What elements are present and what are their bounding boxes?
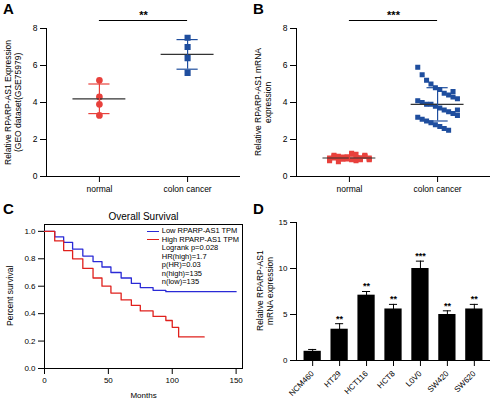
html-text:HR(high)=1.7: HR(high)=1.7 [161, 251, 207, 261]
svg-text:Months: Months [130, 391, 156, 400]
svg-text:0: 0 [283, 356, 288, 365]
html-text:B: B [253, 0, 264, 17]
svg-text:0.6: 0.6 [24, 282, 36, 291]
svg-text:0: 0 [283, 171, 288, 181]
svg-text:4: 4 [283, 97, 288, 107]
svg-text:0.4: 0.4 [24, 309, 36, 318]
svg-text:**: ** [139, 9, 148, 21]
svg-text:NCM460: NCM460 [287, 369, 316, 398]
svg-text:150: 150 [229, 376, 243, 385]
svg-text:HCT116: HCT116 [343, 369, 370, 396]
svg-text:***: *** [387, 9, 401, 21]
svg-text:5: 5 [283, 310, 288, 319]
html-text:Relative RPARP-AS1 mRNA expres: Relative RPARP-AS1 mRNA expression [255, 250, 275, 332]
svg-text:***: *** [415, 251, 426, 261]
svg-text:100: 100 [166, 376, 180, 385]
svg-text:8: 8 [283, 23, 288, 33]
svg-text:8: 8 [33, 23, 38, 33]
svg-text:normal: normal [336, 184, 362, 194]
svg-text:**: ** [444, 301, 452, 311]
svg-text:0: 0 [42, 376, 47, 385]
svg-text:colon cancer: colon cancer [413, 184, 461, 194]
svg-text:2: 2 [33, 134, 38, 144]
html-text:p(HR)=0.03: p(HR)=0.03 [161, 260, 201, 269]
svg-text:0.8: 0.8 [24, 254, 36, 263]
svg-text:Overall Survival: Overall Survival [108, 211, 178, 222]
html-text:Relative RPARP-AS1 Expression: Relative RPARP-AS1 Expression (GEO datas… [3, 39, 23, 165]
svg-text:4: 4 [33, 97, 38, 107]
svg-text:**: ** [390, 294, 398, 304]
svg-text:1.0: 1.0 [24, 227, 36, 236]
svg-text:2: 2 [283, 134, 288, 144]
svg-text:SW620: SW620 [453, 369, 478, 394]
html-text:Relative RPARP-AS1 mRNA expres: Relative RPARP-AS1 mRNA expression [253, 48, 273, 156]
html-text:n(high)=135: n(high)=135 [161, 268, 202, 278]
svg-text:HT29: HT29 [323, 369, 344, 390]
html-text:Logrank p=0.028: Logrank p=0.028 [161, 243, 219, 252]
svg-text:SW420: SW420 [426, 369, 451, 394]
html-text:Percent survival: Percent survival [5, 265, 15, 327]
svg-text:15: 15 [279, 218, 288, 227]
svg-text:**: ** [336, 314, 344, 324]
svg-text:0.2: 0.2 [24, 337, 36, 346]
svg-text:**: ** [363, 281, 371, 291]
html-text:C: C [3, 200, 14, 217]
svg-text:normal: normal [86, 184, 112, 194]
svg-text:0.0: 0.0 [24, 364, 36, 373]
svg-text:50: 50 [104, 376, 113, 385]
html-text:High RPARP-AS1 TPM: High RPARP-AS1 TPM [161, 234, 239, 244]
svg-text:0: 0 [33, 171, 38, 181]
svg-text:HCT8: HCT8 [376, 369, 398, 391]
html-text:n(low)=135: n(low)=135 [161, 277, 200, 286]
html-text:Low RPARP-AS1 TPM: Low RPARP-AS1 TPM [161, 226, 238, 235]
svg-text:6: 6 [283, 60, 288, 70]
svg-text:10: 10 [279, 264, 288, 273]
svg-text:colon cancer: colon cancer [163, 184, 211, 194]
svg-text:L0V0: L0V0 [404, 369, 424, 389]
svg-text:6: 6 [33, 60, 38, 70]
svg-text:**: ** [471, 294, 479, 304]
html-text:D: D [253, 200, 264, 217]
html-text:A: A [3, 0, 14, 17]
